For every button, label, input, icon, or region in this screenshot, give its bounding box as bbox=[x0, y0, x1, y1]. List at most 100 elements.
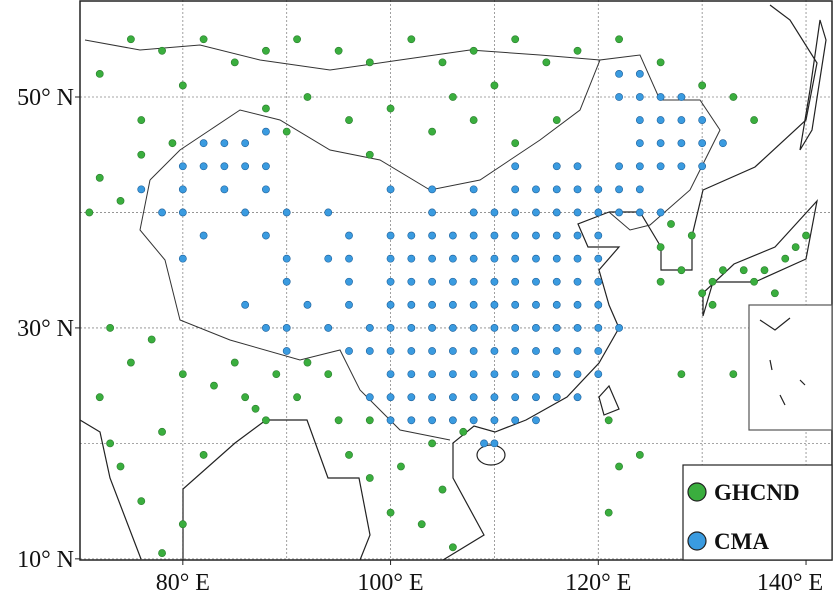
station bbox=[635, 208, 644, 217]
station bbox=[407, 35, 416, 44]
stations bbox=[85, 35, 810, 557]
station bbox=[677, 370, 686, 379]
station bbox=[147, 335, 156, 344]
station bbox=[428, 324, 437, 332]
station bbox=[511, 162, 520, 171]
station bbox=[511, 35, 520, 44]
station bbox=[552, 347, 561, 355]
station bbox=[178, 254, 187, 263]
station bbox=[729, 93, 738, 101]
station bbox=[324, 208, 333, 217]
station bbox=[178, 185, 187, 194]
station bbox=[210, 381, 218, 390]
station bbox=[594, 208, 603, 217]
lat-tick-label: 50° N bbox=[17, 85, 74, 111]
station bbox=[615, 93, 623, 101]
station bbox=[241, 393, 250, 402]
station bbox=[542, 58, 551, 67]
station bbox=[656, 277, 665, 286]
station bbox=[324, 254, 333, 263]
station bbox=[272, 370, 281, 379]
station bbox=[345, 254, 353, 263]
station bbox=[428, 208, 437, 217]
station bbox=[469, 347, 478, 355]
station bbox=[407, 231, 416, 240]
station bbox=[365, 58, 374, 67]
station bbox=[220, 139, 229, 148]
station bbox=[469, 324, 478, 332]
station bbox=[126, 35, 135, 44]
station bbox=[677, 116, 686, 124]
island bbox=[476, 444, 506, 466]
station bbox=[469, 393, 478, 402]
station bbox=[365, 347, 374, 355]
station bbox=[552, 393, 561, 402]
station bbox=[490, 208, 499, 217]
lat-tick-label: 30° N bbox=[17, 316, 74, 342]
station bbox=[262, 162, 270, 171]
station bbox=[428, 127, 437, 136]
station bbox=[552, 277, 561, 286]
station bbox=[428, 370, 437, 379]
station bbox=[708, 300, 717, 309]
station bbox=[469, 277, 478, 286]
station bbox=[573, 300, 582, 309]
lon-tick-label: 80° E bbox=[156, 570, 210, 596]
station bbox=[199, 35, 208, 44]
legend-label: CMA bbox=[714, 529, 769, 554]
station bbox=[698, 81, 707, 90]
station bbox=[407, 300, 416, 309]
station bbox=[573, 208, 582, 217]
station bbox=[490, 324, 499, 332]
station bbox=[230, 358, 239, 367]
station bbox=[126, 358, 135, 367]
legend: GHCND CMA bbox=[682, 464, 833, 561]
station bbox=[397, 462, 405, 471]
border bbox=[149, 54, 721, 231]
station bbox=[448, 254, 457, 263]
station bbox=[334, 46, 343, 55]
station bbox=[428, 185, 437, 194]
station bbox=[95, 173, 104, 182]
station bbox=[448, 393, 457, 402]
station bbox=[345, 231, 353, 240]
station bbox=[739, 266, 748, 275]
station bbox=[635, 116, 644, 124]
station bbox=[262, 127, 270, 136]
station bbox=[708, 277, 717, 286]
station bbox=[282, 324, 291, 332]
station bbox=[241, 139, 250, 148]
station bbox=[262, 231, 270, 240]
station bbox=[448, 231, 457, 240]
station bbox=[448, 543, 457, 552]
borders bbox=[84, 39, 721, 441]
station bbox=[230, 58, 239, 67]
station bbox=[656, 139, 665, 148]
station bbox=[324, 370, 333, 379]
station bbox=[345, 451, 353, 459]
station bbox=[386, 347, 395, 355]
station bbox=[552, 116, 561, 124]
station bbox=[635, 162, 644, 171]
station bbox=[158, 208, 166, 217]
station bbox=[469, 116, 478, 124]
station bbox=[594, 277, 603, 286]
station bbox=[656, 208, 665, 217]
station bbox=[635, 185, 644, 194]
station bbox=[698, 116, 707, 124]
station bbox=[417, 520, 426, 529]
station bbox=[677, 266, 686, 275]
coastlines bbox=[79, 4, 827, 561]
station bbox=[448, 277, 457, 286]
station bbox=[428, 439, 437, 448]
lon-tick-label: 100° E bbox=[357, 570, 423, 596]
station bbox=[656, 243, 665, 251]
station bbox=[552, 185, 561, 194]
station bbox=[615, 462, 623, 471]
station bbox=[85, 208, 94, 217]
station bbox=[490, 393, 499, 402]
station bbox=[573, 254, 582, 263]
station bbox=[334, 416, 343, 425]
station bbox=[158, 46, 166, 55]
station bbox=[293, 35, 301, 44]
